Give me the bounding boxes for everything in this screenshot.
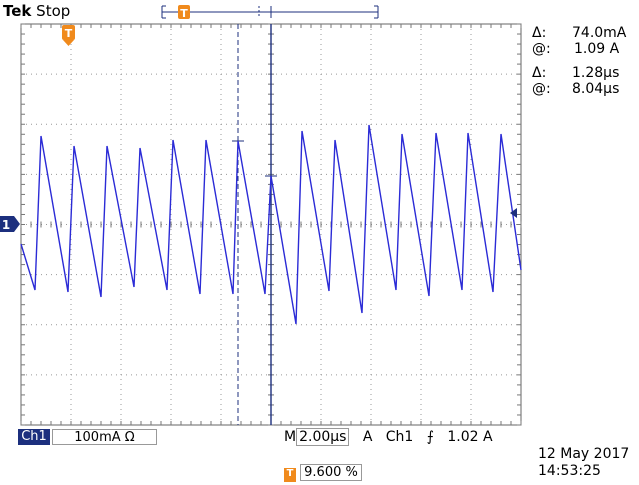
record-trigger-icon: T (178, 5, 190, 20)
at2-symbol: @: (532, 81, 551, 97)
brand-label: Tek Stop (3, 2, 71, 20)
trigger-channel: Ch1 (385, 429, 414, 445)
vertical-scale-value: 100mA (74, 430, 121, 445)
delta2-symbol: Δ: (532, 65, 547, 81)
channel1-ground-marker: 1 (0, 216, 20, 232)
trigger-position-readout: T 9.600 % (284, 464, 374, 482)
impedance-icon: Ω (124, 430, 135, 445)
trigger-level-arrow-icon (510, 208, 517, 218)
at1-symbol: @: (532, 41, 551, 57)
mode-label: M (284, 429, 297, 445)
svg-text:T: T (65, 27, 73, 40)
delta1-symbol: Δ: (532, 25, 547, 41)
time-scale: 2.00µs (296, 428, 350, 446)
trigger-label: A (362, 429, 373, 445)
channel1-label: Ch1 (18, 429, 50, 445)
timebase-readout: M 2.00µs A Ch1 ⨍ 1.02 A (284, 428, 542, 446)
timestamp: 12 May 2017 14:53:25 (538, 446, 629, 480)
trigger-position-icon: T (62, 25, 75, 46)
trigger-position-value: 9.600 % (300, 464, 362, 481)
channel1-trace (20, 124, 522, 325)
time-label: 14:53:25 (538, 463, 601, 479)
delta1-value: 74.0mA (572, 25, 627, 41)
delta2-value: 1.28µs (572, 65, 620, 81)
at1-value: 1.09 A (574, 41, 620, 57)
svg-text:T: T (180, 7, 188, 20)
trigger-level: 1.02 A (447, 429, 493, 445)
vertical-scale: 100mA Ω (52, 429, 157, 445)
date-label: 12 May 2017 (538, 446, 630, 462)
trigger-position-icon-small: T (284, 468, 296, 482)
trigger-slope-icon: ⨍ (426, 429, 434, 445)
at2-value: 8.04µs (572, 81, 620, 97)
status-label: Stop (36, 2, 71, 20)
svg-text:1: 1 (2, 218, 10, 232)
record-length-bar: T (161, 5, 379, 20)
